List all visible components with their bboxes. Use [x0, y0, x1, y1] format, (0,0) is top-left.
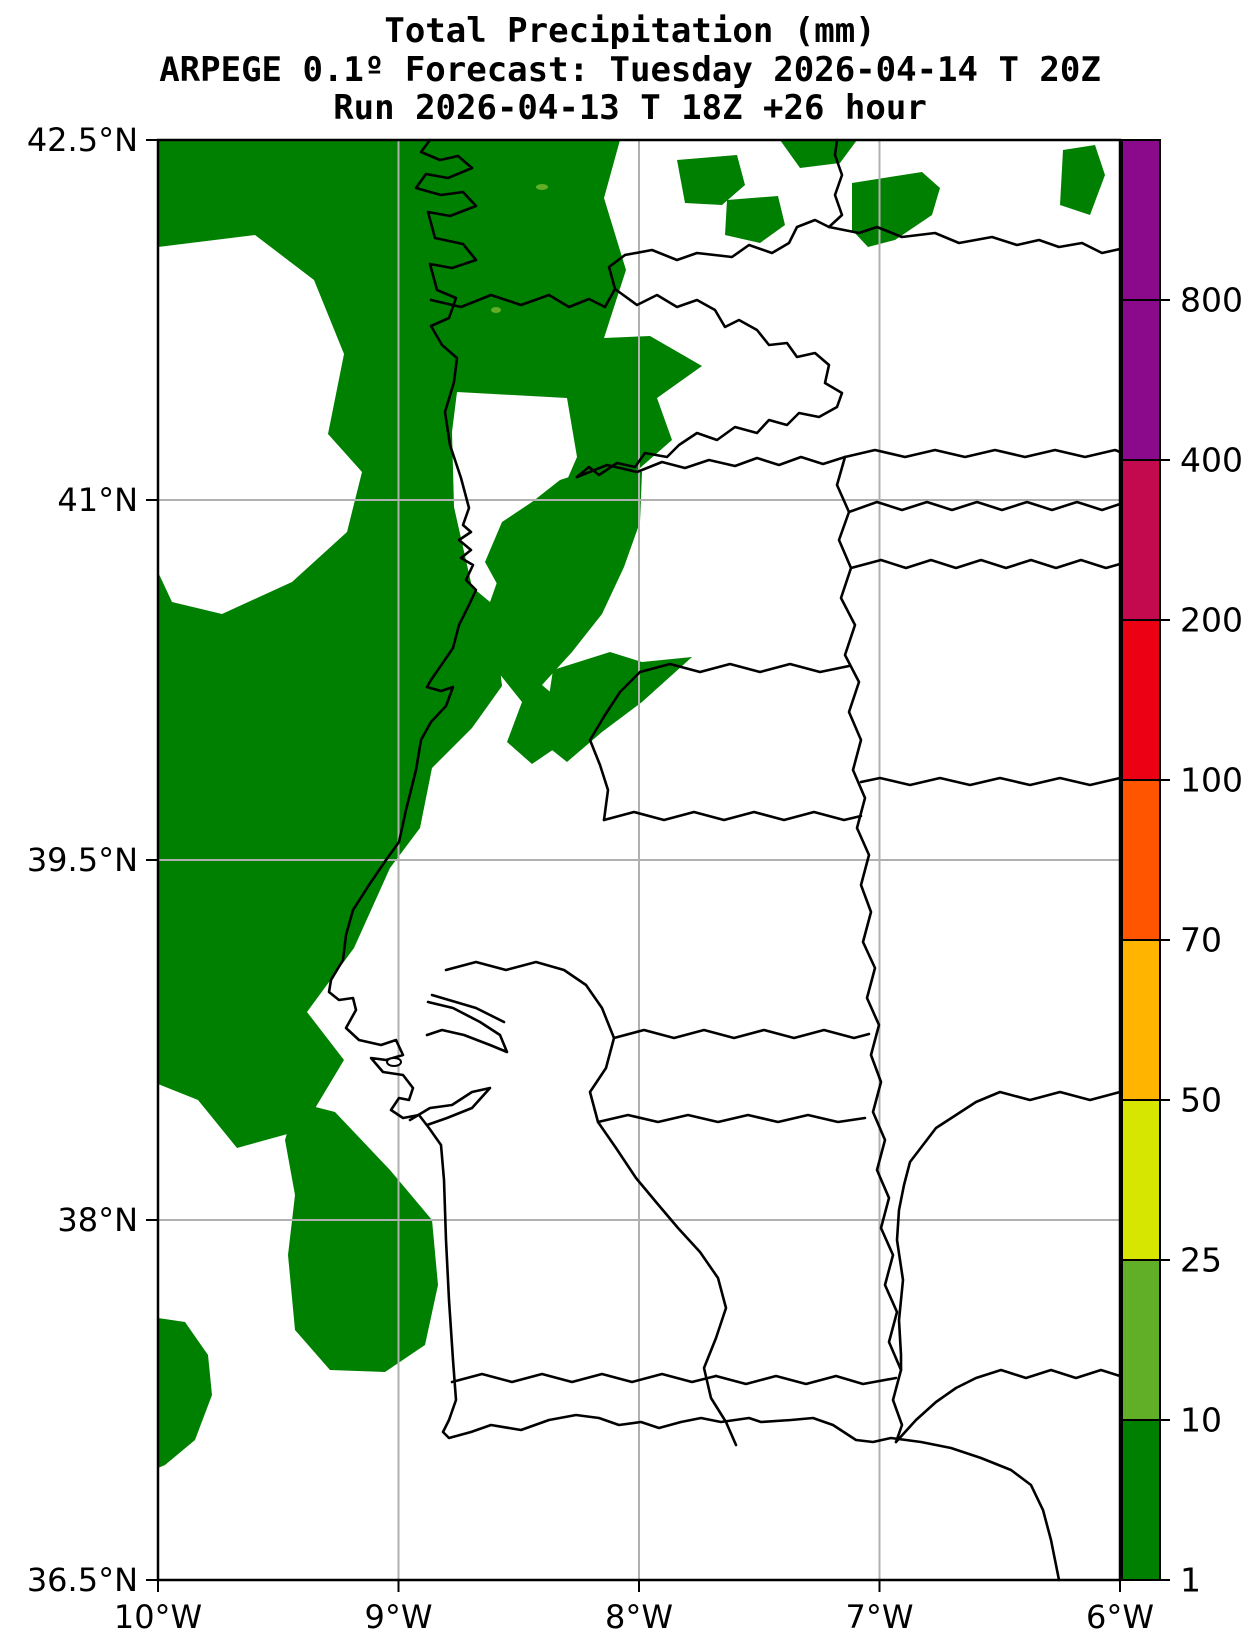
figure-title-line3: Run 2026-04-13 T 18Z +26 hour — [333, 88, 927, 128]
map-frame — [156, 138, 1122, 1582]
tagus-estuary-inner-path — [430, 993, 506, 1024]
border-galicia-n-path — [623, 138, 844, 262]
border-galicia-e-path — [827, 225, 1122, 255]
spain-line-y352-path — [847, 500, 1122, 514]
colorbar-seg-100-200 — [1122, 620, 1160, 780]
district-line-y678-path — [602, 810, 863, 822]
district-line-algarve-w-path — [450, 1372, 718, 1384]
precip-blob-bottom-left — [158, 1318, 212, 1468]
colorbar-label-10: 10 — [1180, 1401, 1222, 1440]
lat-label-41n: 41°N — [57, 481, 138, 519]
lon-label-9w: 9°W — [365, 1598, 433, 1636]
spain-line-y424-path — [849, 558, 1122, 570]
colorbar-label-200: 200 — [1180, 601, 1243, 640]
colorbar-label-800: 800 — [1180, 281, 1243, 320]
colorbar-seg-1-10 — [1122, 1420, 1160, 1580]
precip-blob-sw-ocean — [285, 1102, 438, 1372]
tagus-estuary-path — [425, 1000, 509, 1054]
dry-hole-ocean-nw — [158, 235, 362, 614]
colorbar-label-100: 100 — [1180, 761, 1243, 800]
district-line-sw-path — [588, 670, 642, 822]
district-line-douro-path — [575, 455, 847, 479]
coastline-path — [327, 138, 1061, 1582]
border-trasosmontes-path — [575, 287, 844, 479]
district-line-y980-path — [596, 1113, 867, 1124]
colorbar-seg-50-70 — [1122, 940, 1160, 1100]
precip-speck-1 — [536, 184, 548, 190]
spain-line-huelva1-path — [894, 1368, 1122, 1444]
district-line-alentejo-diag-path — [444, 960, 738, 1447]
district-line-y895-path — [612, 1028, 871, 1040]
colorbar-seg-25-50 — [1122, 1100, 1160, 1260]
colorbar-label-400: 400 — [1180, 441, 1243, 480]
precip-band-central — [542, 652, 692, 762]
district-line-center-path — [638, 662, 851, 674]
border-east-path — [835, 455, 904, 1444]
precip-patch-ne-corner — [1060, 145, 1105, 215]
lon-label-8w: 8°W — [605, 1598, 673, 1636]
precip-area-central — [485, 462, 642, 764]
border-minho-path — [429, 253, 627, 309]
colorbar-seg-70-100 — [1122, 780, 1160, 940]
spain-line-y640-path — [859, 776, 1122, 787]
precip-patch-n1 — [677, 155, 745, 205]
spain-line-y312-path — [843, 448, 1122, 459]
lon-label-7w: 7°W — [846, 1598, 914, 1636]
district-line-algarve-e-path — [714, 1374, 898, 1386]
lat-label-38n: 38°N — [57, 1201, 138, 1239]
precip-patch-n2 — [725, 196, 785, 243]
lat-label-36-5n: 36.5°N — [27, 1561, 138, 1599]
tagus-lagoon — [386, 1057, 402, 1067]
map-axes: 42.5°N 41°N 39.5°N 38°N 36.5°N 10°W 9°W … — [27, 121, 1154, 1636]
colorbar-label-50: 50 — [1180, 1081, 1222, 1120]
dry-strip-porto — [452, 392, 577, 602]
lon-label-6w: 6°W — [1086, 1598, 1154, 1636]
lon-label-10w: 10°W — [114, 1598, 202, 1636]
colorbar-frame — [1121, 139, 1161, 1581]
colorbar-seg-10-25 — [1122, 1260, 1160, 1420]
colorbar: 800 400 200 100 70 50 25 10 1 — [1121, 139, 1243, 1600]
spain-line-huelva2-path — [895, 1090, 1122, 1372]
figure-title-line2: ARPEGE 0.1º Forecast: Tuesday 2026-04-14… — [159, 50, 1101, 90]
colorbar-seg-400-800 — [1122, 300, 1160, 460]
colorbar-seg-over800 — [1122, 140, 1160, 300]
precip-speck-2 — [491, 307, 501, 313]
colorbar-label-25: 25 — [1180, 1241, 1222, 1280]
colorbar-label-70: 70 — [1180, 921, 1222, 960]
lat-label-39-5n: 39.5°N — [27, 841, 138, 879]
colorbar-label-1: 1 — [1180, 1561, 1201, 1600]
colorbar-seg-200-400 — [1122, 460, 1160, 620]
figure-title-line1: Total Precipitation (mm) — [384, 11, 875, 51]
sado-estuary-path — [408, 1086, 492, 1127]
lat-label-42-5n: 42.5°N — [27, 121, 138, 159]
